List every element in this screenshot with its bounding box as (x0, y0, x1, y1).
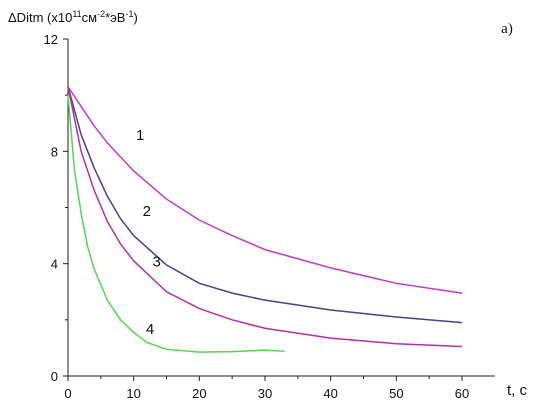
y-label-part: см (82, 10, 98, 25)
x-tick-label: 40 (323, 386, 337, 401)
y-label-superscript: 11 (72, 9, 81, 19)
y-tick-label: 0 (51, 369, 58, 384)
y-label-superscript: -2 (97, 9, 105, 19)
y-tick-label: 4 (51, 257, 58, 272)
x-tick-label: 30 (258, 386, 272, 401)
data-line (67, 86, 463, 348)
data-line (67, 86, 463, 294)
x-axis-label: t, c (507, 382, 528, 399)
curve-label: 4 (146, 321, 154, 338)
x-tick-label: 10 (126, 386, 140, 401)
y-axis-label: ΔDitm (x1011см-2*эВ-1) (8, 9, 138, 25)
data-line (67, 86, 463, 324)
y-label-part: ) (134, 10, 138, 25)
y-label-superscript: -1 (125, 9, 133, 19)
x-tick-label: 20 (192, 386, 206, 401)
y-label-part: *эВ (105, 10, 125, 25)
data-line (67, 95, 285, 353)
x-tick-label: 60 (455, 386, 469, 401)
curve-label: 1 (136, 127, 144, 144)
y-tick-label: 12 (44, 32, 58, 47)
panel-label: a) (501, 21, 513, 37)
curve-label: 2 (143, 203, 151, 220)
x-tick-label: 0 (64, 386, 71, 401)
curve-label: 3 (152, 253, 160, 270)
x-tick-label: 50 (389, 386, 403, 401)
y-tick-label: 8 (51, 144, 58, 159)
y-label-part: ΔDitm (x10 (8, 10, 72, 25)
